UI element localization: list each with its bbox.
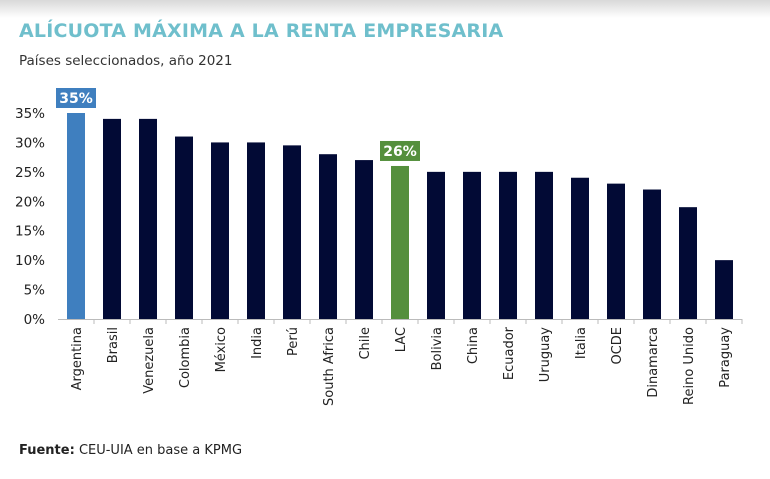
x-tick-label: Brasil — [106, 327, 121, 363]
x-tick-label: Venezuela — [142, 327, 157, 394]
bar-venezuela — [139, 118, 157, 319]
x-tick-label: Colombia — [178, 327, 193, 388]
data-label: 26% — [383, 144, 417, 160]
x-tick-label: México — [214, 327, 229, 372]
bar-italia — [571, 177, 589, 319]
x-tick-label: South Africa — [322, 327, 337, 406]
x-tick-label: OCDE — [610, 327, 625, 365]
bar-méxico — [211, 142, 229, 319]
x-tick-label: Chile — [358, 327, 373, 360]
bar-colombia — [175, 136, 193, 319]
bar-perú — [283, 145, 301, 319]
y-tick-label: 20% — [15, 194, 45, 210]
x-tick-label: Uruguay — [538, 327, 553, 383]
top-shadow — [0, 0, 770, 18]
bar-south-africa — [319, 154, 337, 319]
data-label: 35% — [59, 91, 93, 107]
x-tick-label: India — [250, 327, 265, 359]
y-tick-label: 25% — [15, 165, 45, 181]
bar-brasil — [103, 118, 121, 319]
y-tick-label: 0% — [24, 312, 46, 328]
chart-subtitle: Países seleccionados, año 2021 — [19, 53, 233, 69]
bar-paraguay — [715, 260, 733, 319]
bar-chile — [355, 160, 373, 319]
source-label: Fuente: — [19, 443, 75, 458]
source-text: CEU-UIA en base a KPMG — [78, 443, 243, 458]
source-note: Fuente: CEU-UIA en base a KPMG — [19, 443, 242, 458]
bar-china — [463, 171, 481, 319]
x-tick-label: Italia — [574, 327, 589, 359]
x-tick-label: Perú — [286, 327, 301, 356]
data-label-box — [380, 140, 420, 161]
x-tick-label: LAC — [394, 327, 409, 352]
y-tick-label: 15% — [15, 224, 45, 240]
x-tick-label: Bolivia — [430, 327, 445, 370]
x-tick-label: Dinamarca — [646, 327, 661, 398]
y-tick-label: 10% — [15, 253, 45, 269]
bar-lac — [391, 165, 409, 319]
y-tick-label: 5% — [24, 283, 46, 299]
bar-dinamarca — [643, 189, 661, 319]
data-label-box — [56, 88, 96, 108]
bar-argentina — [67, 113, 85, 319]
x-tick-label: Reino Unido — [682, 327, 697, 405]
chart-title: ALÍCUOTA MÁXIMA A LA RENTA EMPRESARIA — [19, 20, 504, 42]
bar-ocde — [607, 183, 625, 319]
x-tick-label: China — [466, 327, 481, 364]
x-tick-label: Argentina — [70, 327, 85, 390]
x-tick-label: Ecuador — [502, 326, 517, 380]
bar-bolivia — [427, 171, 445, 319]
y-tick-label: 35% — [15, 106, 45, 122]
bar-india — [247, 142, 265, 319]
bar-reino-unido — [679, 207, 697, 319]
x-tick-label: Paraguay — [718, 327, 733, 388]
y-tick-label: 30% — [15, 135, 45, 151]
bar-ecuador — [499, 171, 517, 319]
bar-uruguay — [535, 171, 553, 319]
